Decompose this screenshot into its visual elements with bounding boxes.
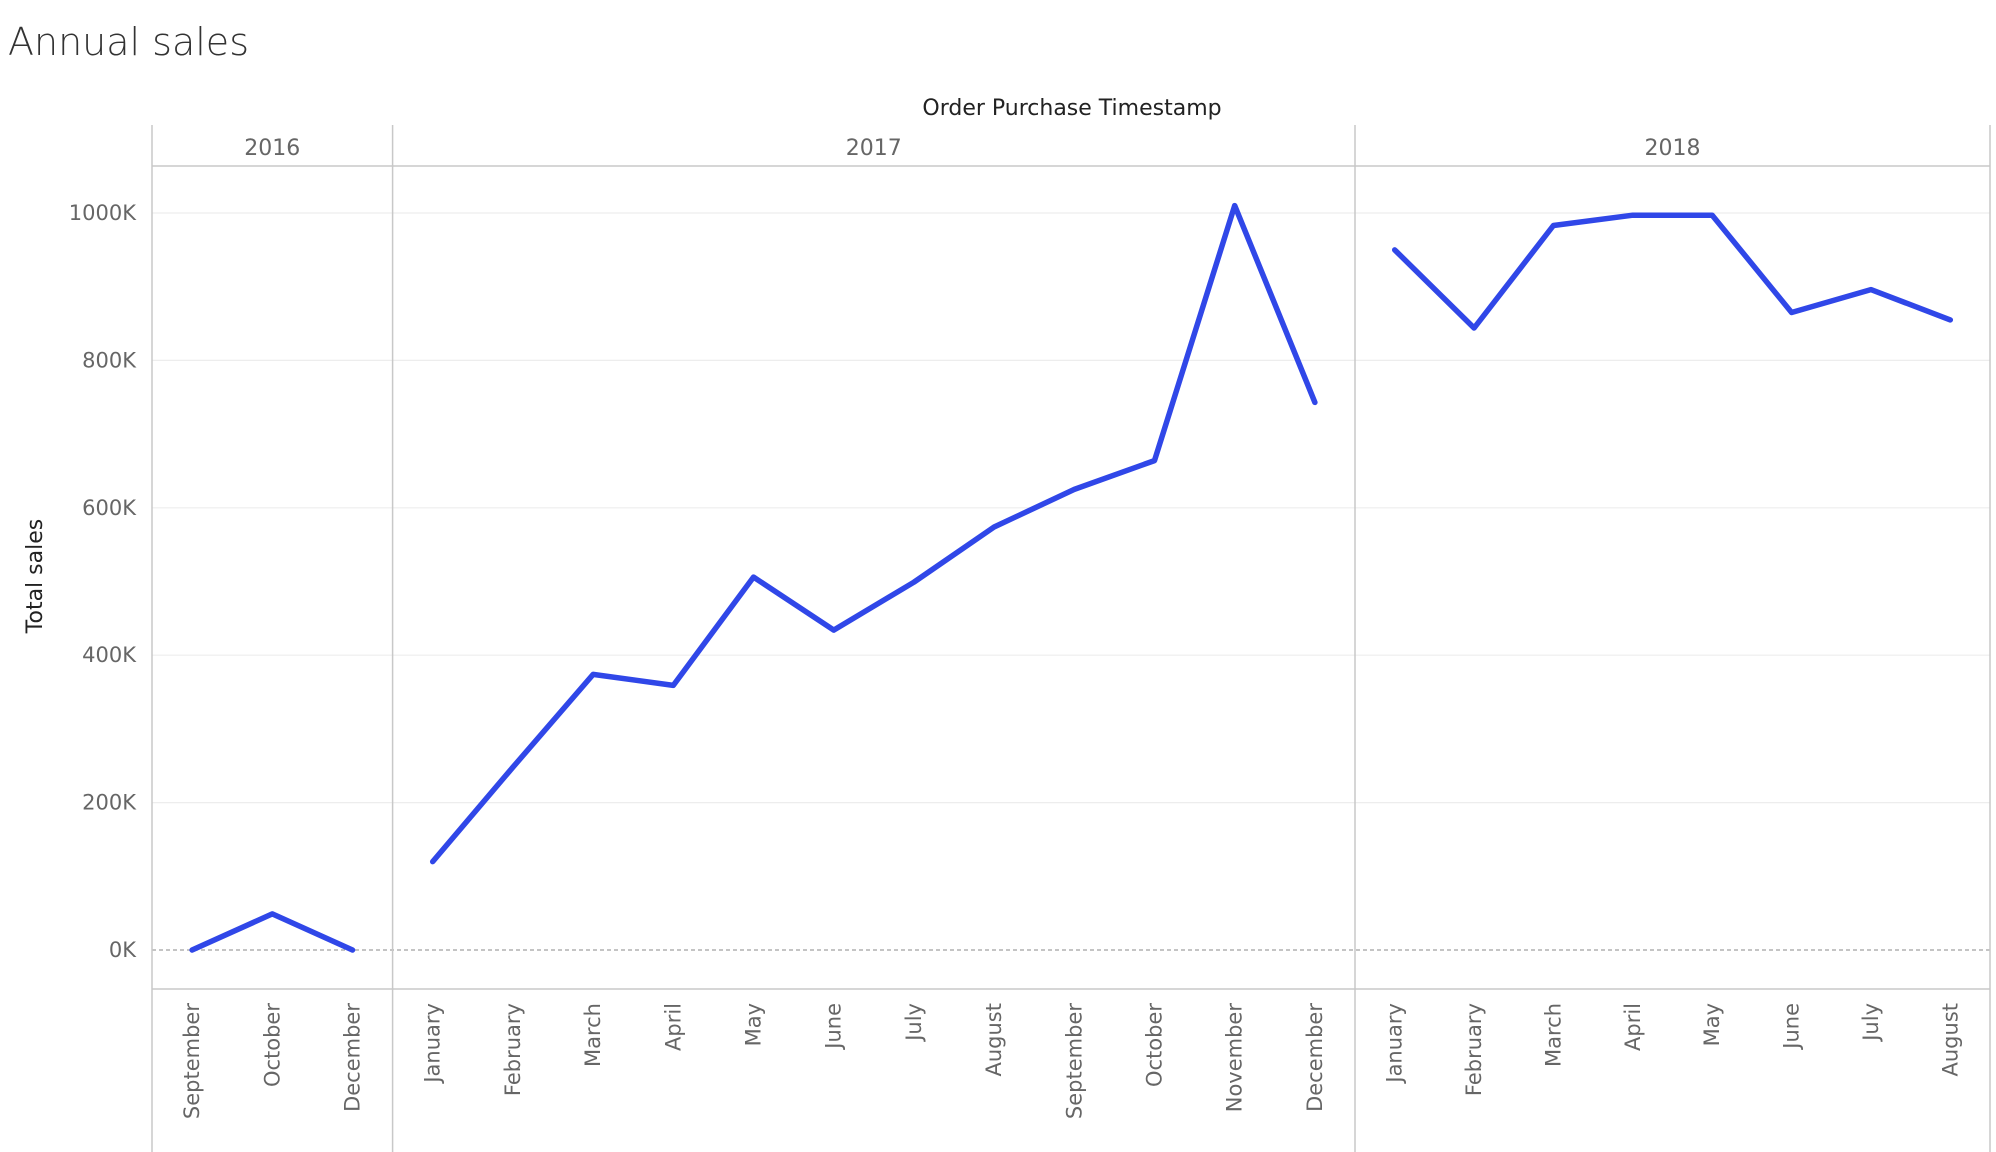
y-tick-label: 1000K bbox=[69, 201, 137, 225]
y-tick-label: 600K bbox=[82, 496, 137, 520]
x-tick-label: January bbox=[421, 1003, 445, 1085]
chart-title: Annual sales bbox=[8, 20, 249, 64]
x-tick-label: August bbox=[1938, 1003, 1962, 1077]
x-axis-title: Order Purchase Timestamp bbox=[922, 96, 1221, 121]
year-headers: 2016 2017 2018 bbox=[244, 136, 1700, 161]
x-tick-label: September bbox=[180, 1003, 204, 1119]
chart-frame bbox=[151, 125, 1991, 1152]
x-tick-label: January bbox=[1383, 1003, 1407, 1085]
sales-line-2018 bbox=[1391, 212, 1954, 331]
x-tick-label: May bbox=[1700, 1003, 1724, 1046]
y-axis-ticks: 0K 200K 400K 600K 800K 1000K bbox=[69, 201, 137, 962]
x-tick-label: December bbox=[341, 1003, 365, 1112]
y-tick-label: 800K bbox=[82, 348, 137, 372]
x-tick-label: July bbox=[902, 1003, 926, 1043]
x-tick-label: September bbox=[1062, 1003, 1086, 1119]
x-tick-label: April bbox=[1621, 1003, 1645, 1051]
x-tick-label: November bbox=[1223, 1003, 1247, 1113]
x-tick-label: April bbox=[661, 1003, 685, 1051]
x-tick-label: March bbox=[581, 1003, 605, 1067]
y-axis-title: Total sales bbox=[23, 519, 48, 634]
sales-line-2017 bbox=[429, 202, 1318, 865]
y-tick-label: 0K bbox=[109, 938, 137, 962]
y-tick-label: 400K bbox=[82, 643, 137, 667]
x-tick-label: March bbox=[1541, 1003, 1565, 1067]
x-tick-label: February bbox=[501, 1003, 525, 1096]
year-header-2018: 2018 bbox=[1645, 136, 1701, 161]
year-header-2016: 2016 bbox=[244, 136, 300, 161]
sales-line-2016 bbox=[189, 911, 356, 953]
x-tick-label: August bbox=[982, 1003, 1006, 1077]
x-tick-label: December bbox=[1303, 1003, 1327, 1112]
x-tick-label: June bbox=[1780, 1003, 1804, 1051]
x-tick-label: May bbox=[742, 1003, 766, 1046]
x-tick-label: February bbox=[1462, 1003, 1486, 1096]
x-axis-ticks: September October December January February M… bbox=[180, 1003, 1962, 1119]
x-tick-label: June bbox=[822, 1003, 846, 1051]
x-tick-label: July bbox=[1859, 1003, 1883, 1043]
x-tick-label: October bbox=[1143, 1003, 1167, 1087]
x-tick-label: October bbox=[260, 1003, 284, 1087]
gridlines bbox=[152, 212, 1990, 951]
y-tick-label: 200K bbox=[82, 791, 137, 815]
year-header-2017: 2017 bbox=[846, 136, 902, 161]
sales-series bbox=[189, 202, 1954, 953]
